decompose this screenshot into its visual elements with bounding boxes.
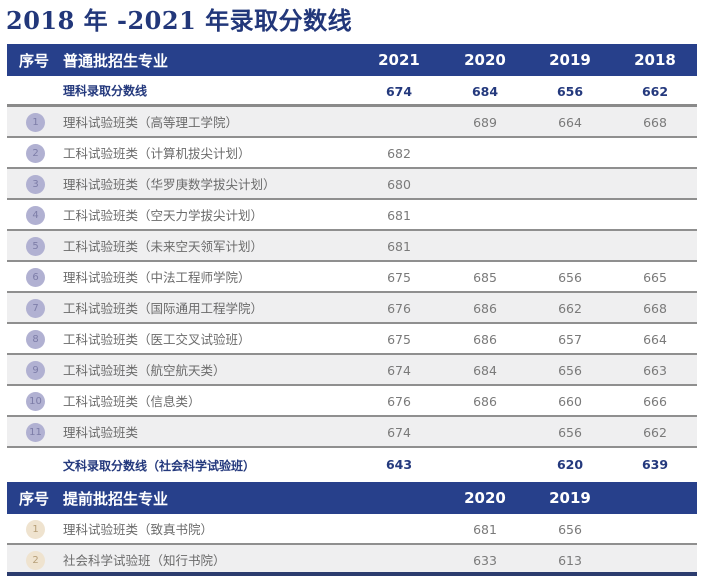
regular-header-row: 序号 普通批招生专业 2021 2020 2019 2018 <box>7 44 697 76</box>
score-cell: 668 <box>643 301 667 316</box>
score-2018: 639 <box>641 457 669 472</box>
table-row: 2 工科试验班类（计算机拔尖计划） 682 <box>7 138 697 169</box>
major-name: 工科试验班类（信息类） <box>63 394 201 409</box>
header-year-2018: 2018 <box>634 51 676 69</box>
header-year-2020: 2020 <box>464 489 506 507</box>
early-header-row: 序号 提前批招生专业 2020 2019 <box>7 482 697 514</box>
score-cell: 684 <box>473 363 497 378</box>
major-name: 理科试验班类（中法工程师学院） <box>63 270 251 285</box>
header-seq: 序号 <box>18 51 49 70</box>
score-cell: 656 <box>558 425 582 440</box>
score-cell: 662 <box>643 425 667 440</box>
table-row: 11 理科试验班类 674 656 662 <box>7 417 697 448</box>
score-cell: 666 <box>643 394 667 409</box>
row-number-badge: 1 <box>26 113 45 132</box>
score-2021: 674 <box>385 84 413 99</box>
row-number-badge: 1 <box>26 520 45 539</box>
score-cell: 676 <box>387 301 411 316</box>
score-cell: 685 <box>473 270 497 285</box>
arts-line-label: 文科录取分数线（社会科学试验班） <box>63 458 256 473</box>
table-row: 8 工科试验班类（医工交叉试验班） 675 686 657 664 <box>7 324 697 355</box>
table-row: 7 工科试验班类（国际通用工程学院） 676 686 662 668 <box>7 293 697 324</box>
score-cell: 675 <box>387 332 411 347</box>
row-number-badge: 4 <box>26 206 45 225</box>
score-cell: 633 <box>473 553 497 568</box>
science-line-row: 理科录取分数线 674 684 656 662 <box>7 76 697 107</box>
header-major: 普通批招生专业 <box>63 51 169 70</box>
score-cell: 665 <box>643 270 667 285</box>
row-number-badge: 10 <box>26 392 45 411</box>
science-line-label: 理科录取分数线 <box>63 83 148 98</box>
header-year-2019: 2019 <box>549 489 591 507</box>
header-year-2019: 2019 <box>549 51 591 69</box>
row-number-badge: 3 <box>26 175 45 194</box>
score-cell: 676 <box>387 394 411 409</box>
major-name: 理科试验班类（高等理工学院） <box>63 115 239 130</box>
major-name: 工科试验班类（未来空天领军计划） <box>63 239 264 254</box>
row-number-badge: 9 <box>26 361 45 380</box>
major-name: 工科试验班类（航空航天类） <box>63 363 226 378</box>
major-name: 工科试验班类（国际通用工程学院） <box>63 301 264 316</box>
score-cell: 668 <box>643 115 667 130</box>
score-cell: 689 <box>473 115 497 130</box>
score-cell: 681 <box>387 239 411 254</box>
major-name: 理科试验班类（华罗庚数学拔尖计划） <box>63 177 276 192</box>
score-cell: 675 <box>387 270 411 285</box>
header-year-2020: 2020 <box>464 51 506 69</box>
major-name: 理科试验班类（致真书院） <box>63 522 214 537</box>
score-cell: 686 <box>473 394 497 409</box>
table-row: 5 工科试验班类（未来空天领军计划） 681 <box>7 231 697 262</box>
major-name: 工科试验班类（医工交叉试验班） <box>63 332 251 347</box>
header-year-2021: 2021 <box>378 51 420 69</box>
arts-line-row: 文科录取分数线（社会科学试验班） 643 620 639 <box>7 448 697 482</box>
table-row: 2 社会科学试验班（知行书院） 633 613 <box>7 545 697 576</box>
score-cell: 656 <box>558 522 582 537</box>
header-major: 提前批招生专业 <box>63 489 169 508</box>
table-row: 1 理科试验班类（致真书院） 681 656 <box>7 514 697 545</box>
major-name: 理科试验班类 <box>63 425 139 440</box>
score-cell: 656 <box>558 363 582 378</box>
score-cell: 686 <box>473 301 497 316</box>
table-row: 3 理科试验班类（华罗庚数学拔尖计划） 680 <box>7 169 697 200</box>
score-cell: 674 <box>387 425 411 440</box>
score-cell: 662 <box>558 301 582 316</box>
score-cell: 660 <box>558 394 582 409</box>
major-name: 社会科学试验班（知行书院） <box>63 553 226 568</box>
table-row: 9 工科试验班类（航空航天类） 674 684 656 663 <box>7 355 697 386</box>
page-title: 2018 年 -2021 年录取分数线 <box>6 6 353 35</box>
table-row: 6 理科试验班类（中法工程师学院） 675 685 656 665 <box>7 262 697 293</box>
admission-score-table: 序号 普通批招生专业 2021 2020 2019 2018 理科录取分数线 6… <box>7 44 697 576</box>
row-number-badge: 7 <box>26 299 45 318</box>
row-number-badge: 8 <box>26 330 45 349</box>
score-cell: 680 <box>387 177 411 192</box>
table-row: 4 工科试验班类（空天力学拔尖计划） 681 <box>7 200 697 231</box>
row-number-badge: 2 <box>26 551 45 570</box>
score-2018: 662 <box>641 84 669 99</box>
row-number-badge: 2 <box>26 144 45 163</box>
score-2019: 656 <box>556 84 584 99</box>
score-cell: 664 <box>558 115 582 130</box>
score-2019: 620 <box>556 457 584 472</box>
score-cell: 682 <box>387 146 411 161</box>
score-cell: 657 <box>558 332 582 347</box>
header-seq: 序号 <box>18 489 49 508</box>
score-cell: 681 <box>387 208 411 223</box>
score-cell: 656 <box>558 270 582 285</box>
score-cell: 674 <box>387 363 411 378</box>
row-number-badge: 5 <box>26 237 45 256</box>
score-cell: 613 <box>558 553 582 568</box>
row-number-badge: 11 <box>26 423 45 442</box>
score-cell: 663 <box>643 363 667 378</box>
row-number-badge: 6 <box>26 268 45 287</box>
major-name: 工科试验班类（空天力学拔尖计划） <box>63 208 264 223</box>
score-cell: 686 <box>473 332 497 347</box>
table-row: 10 工科试验班类（信息类） 676 686 660 666 <box>7 386 697 417</box>
score-2020: 684 <box>471 84 499 99</box>
score-cell: 681 <box>473 522 497 537</box>
major-name: 工科试验班类（计算机拔尖计划） <box>63 146 251 161</box>
score-2021: 643 <box>385 457 413 472</box>
score-cell: 664 <box>643 332 667 347</box>
table-row: 1 理科试验班类（高等理工学院） 689 664 668 <box>7 107 697 138</box>
